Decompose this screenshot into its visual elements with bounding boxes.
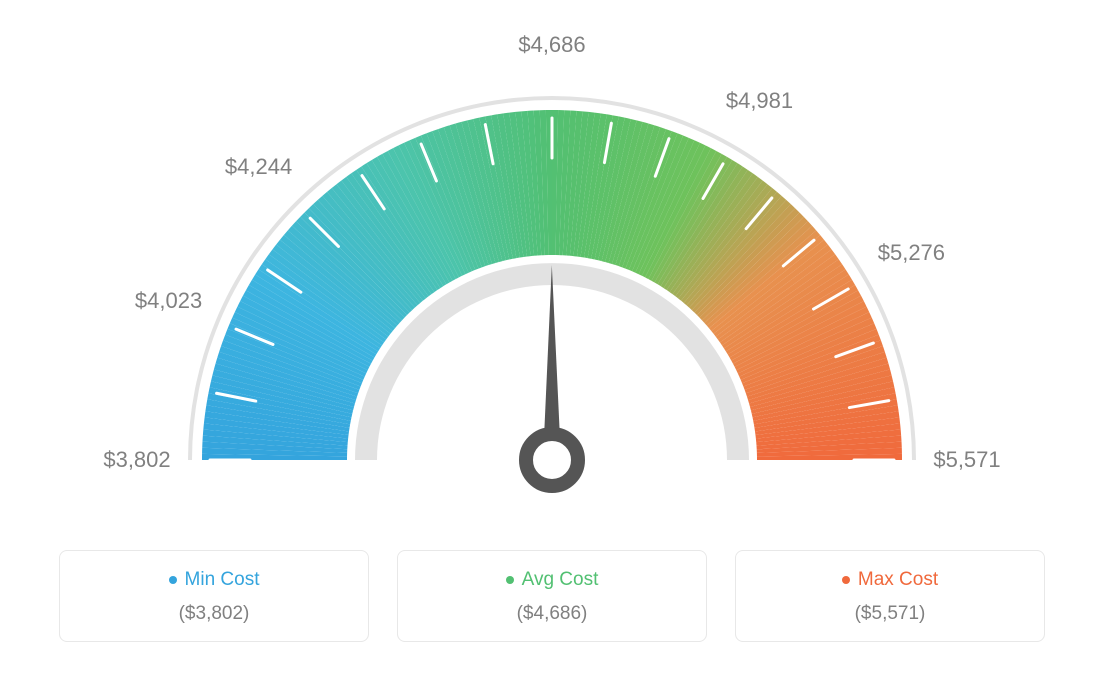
gauge-chart: $3,802 $4,023 $4,244 $4,686 $4,981 $5,276 $5,5… (0, 0, 1104, 540)
legend-title-min-text: Min Cost (185, 569, 260, 591)
legend-value-max: ($5,571) (746, 603, 1034, 625)
gauge-scale-label: $4,244 (225, 154, 292, 180)
legend-card-min: Min Cost ($3,802) (59, 550, 369, 642)
legend-title-max: Max Cost (842, 569, 938, 591)
legend-title-avg: Avg Cost (506, 569, 599, 591)
gauge-scale-label: $4,686 (518, 32, 585, 58)
gauge-scale-label: $5,276 (878, 240, 945, 266)
legend-card-max: Max Cost ($5,571) (735, 550, 1045, 642)
legend-title-min: Min Cost (169, 569, 260, 591)
gauge-scale-label: $4,023 (135, 288, 202, 314)
legend-value-min: ($3,802) (70, 603, 358, 625)
gauge-scale-label: $3,802 (103, 447, 170, 473)
gauge-scale-label: $5,571 (933, 447, 1000, 473)
dot-icon (842, 576, 850, 584)
legend-row: Min Cost ($3,802) Avg Cost ($4,686) Max … (0, 550, 1104, 642)
legend-title-avg-text: Avg Cost (522, 569, 599, 591)
dot-icon (506, 576, 514, 584)
legend-title-max-text: Max Cost (858, 569, 938, 591)
legend-value-avg: ($4,686) (408, 603, 696, 625)
legend-card-avg: Avg Cost ($4,686) (397, 550, 707, 642)
gauge-scale-label: $4,981 (726, 88, 793, 114)
dot-icon (169, 576, 177, 584)
